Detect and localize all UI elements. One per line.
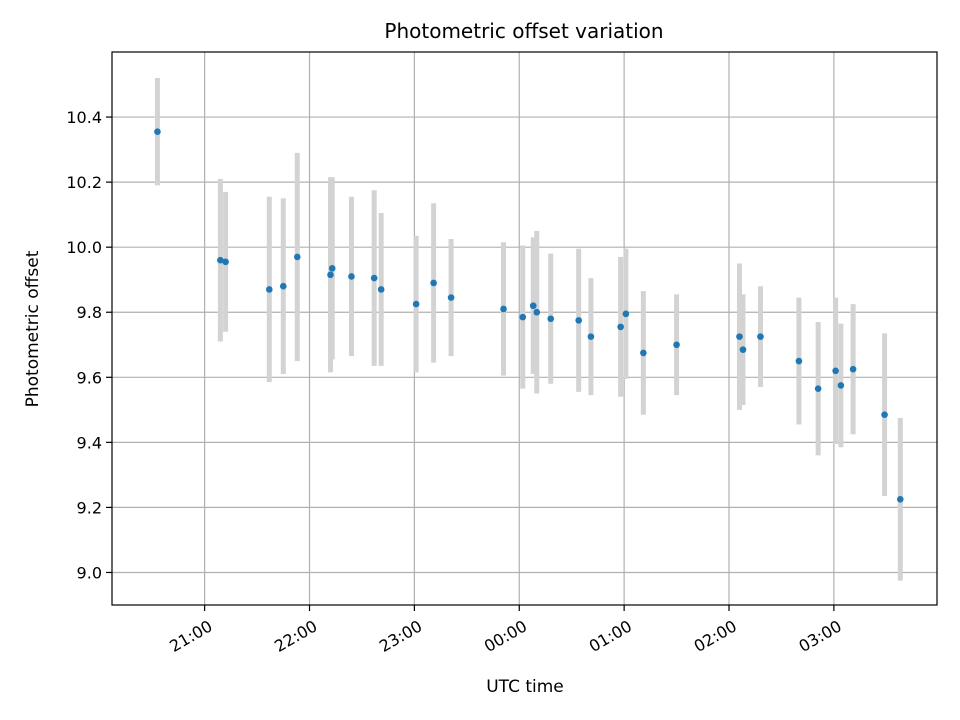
- x-tick-label: 22:00: [271, 616, 320, 656]
- data-point: [519, 313, 527, 321]
- y-axis-ticks: 9.0 9.2 9.4 9.6 9.8 10.0 10.2 10.4: [66, 108, 112, 582]
- data-point: [547, 315, 555, 323]
- data-point: [222, 258, 229, 266]
- data-point: [837, 382, 845, 389]
- data-point: [377, 286, 385, 293]
- data-point: [500, 305, 507, 313]
- data-point: [640, 349, 647, 357]
- data-point: [673, 341, 680, 349]
- x-tick-label: 02:00: [691, 616, 740, 656]
- data-point: [279, 282, 287, 290]
- data-point: [217, 256, 224, 264]
- x-tick-label: 00:00: [481, 616, 530, 656]
- data-point: [370, 274, 378, 282]
- data-point: [739, 346, 747, 353]
- y-tick-label: 10.2: [66, 173, 102, 192]
- data-point: [617, 323, 624, 331]
- y-tick-label: 10.4: [66, 108, 102, 127]
- data-point: [622, 310, 630, 318]
- data-point: [328, 265, 336, 272]
- y-axis-title: Photometric offset: [23, 250, 43, 407]
- data-point: [348, 273, 355, 280]
- x-tick-label: 03:00: [795, 616, 844, 656]
- y-tick-label: 9.4: [77, 433, 102, 452]
- chart-title: Photometric offset variation: [384, 19, 663, 43]
- data-point: [881, 411, 888, 419]
- data-point: [293, 253, 301, 261]
- data-points: [154, 128, 904, 503]
- error-bars: [154, 78, 903, 581]
- x-axis-title: UTC time: [486, 677, 564, 697]
- y-tick-label: 10.0: [66, 238, 102, 257]
- data-point: [795, 357, 803, 365]
- x-tick-label: 21:00: [166, 616, 215, 656]
- y-tick-label: 9.2: [77, 498, 102, 517]
- data-point: [529, 302, 537, 310]
- data-point: [575, 317, 582, 324]
- data-point: [533, 308, 541, 316]
- x-axis-ticks: 21:00 22:00 23:00 00:00 01:00 02:00 03:00: [166, 605, 845, 656]
- x-tick-label: 01:00: [586, 616, 635, 656]
- y-tick-label: 9.6: [77, 368, 102, 387]
- x-tick-label: 23:00: [376, 616, 425, 656]
- data-point: [587, 333, 595, 340]
- plot-frame: [111, 51, 938, 606]
- data-point: [266, 286, 273, 293]
- data-point: [430, 279, 437, 287]
- data-point: [412, 300, 420, 308]
- data-point: [814, 385, 822, 392]
- data-point: [154, 128, 161, 135]
- data-point: [832, 367, 839, 375]
- data-point: [896, 495, 904, 503]
- data-point: [757, 333, 764, 340]
- data-point: [849, 365, 857, 373]
- y-tick-label: 9.8: [77, 303, 102, 322]
- y-tick-label: 9.0: [77, 563, 102, 582]
- data-point: [736, 333, 743, 340]
- data-point: [327, 271, 334, 279]
- data-point: [447, 294, 455, 301]
